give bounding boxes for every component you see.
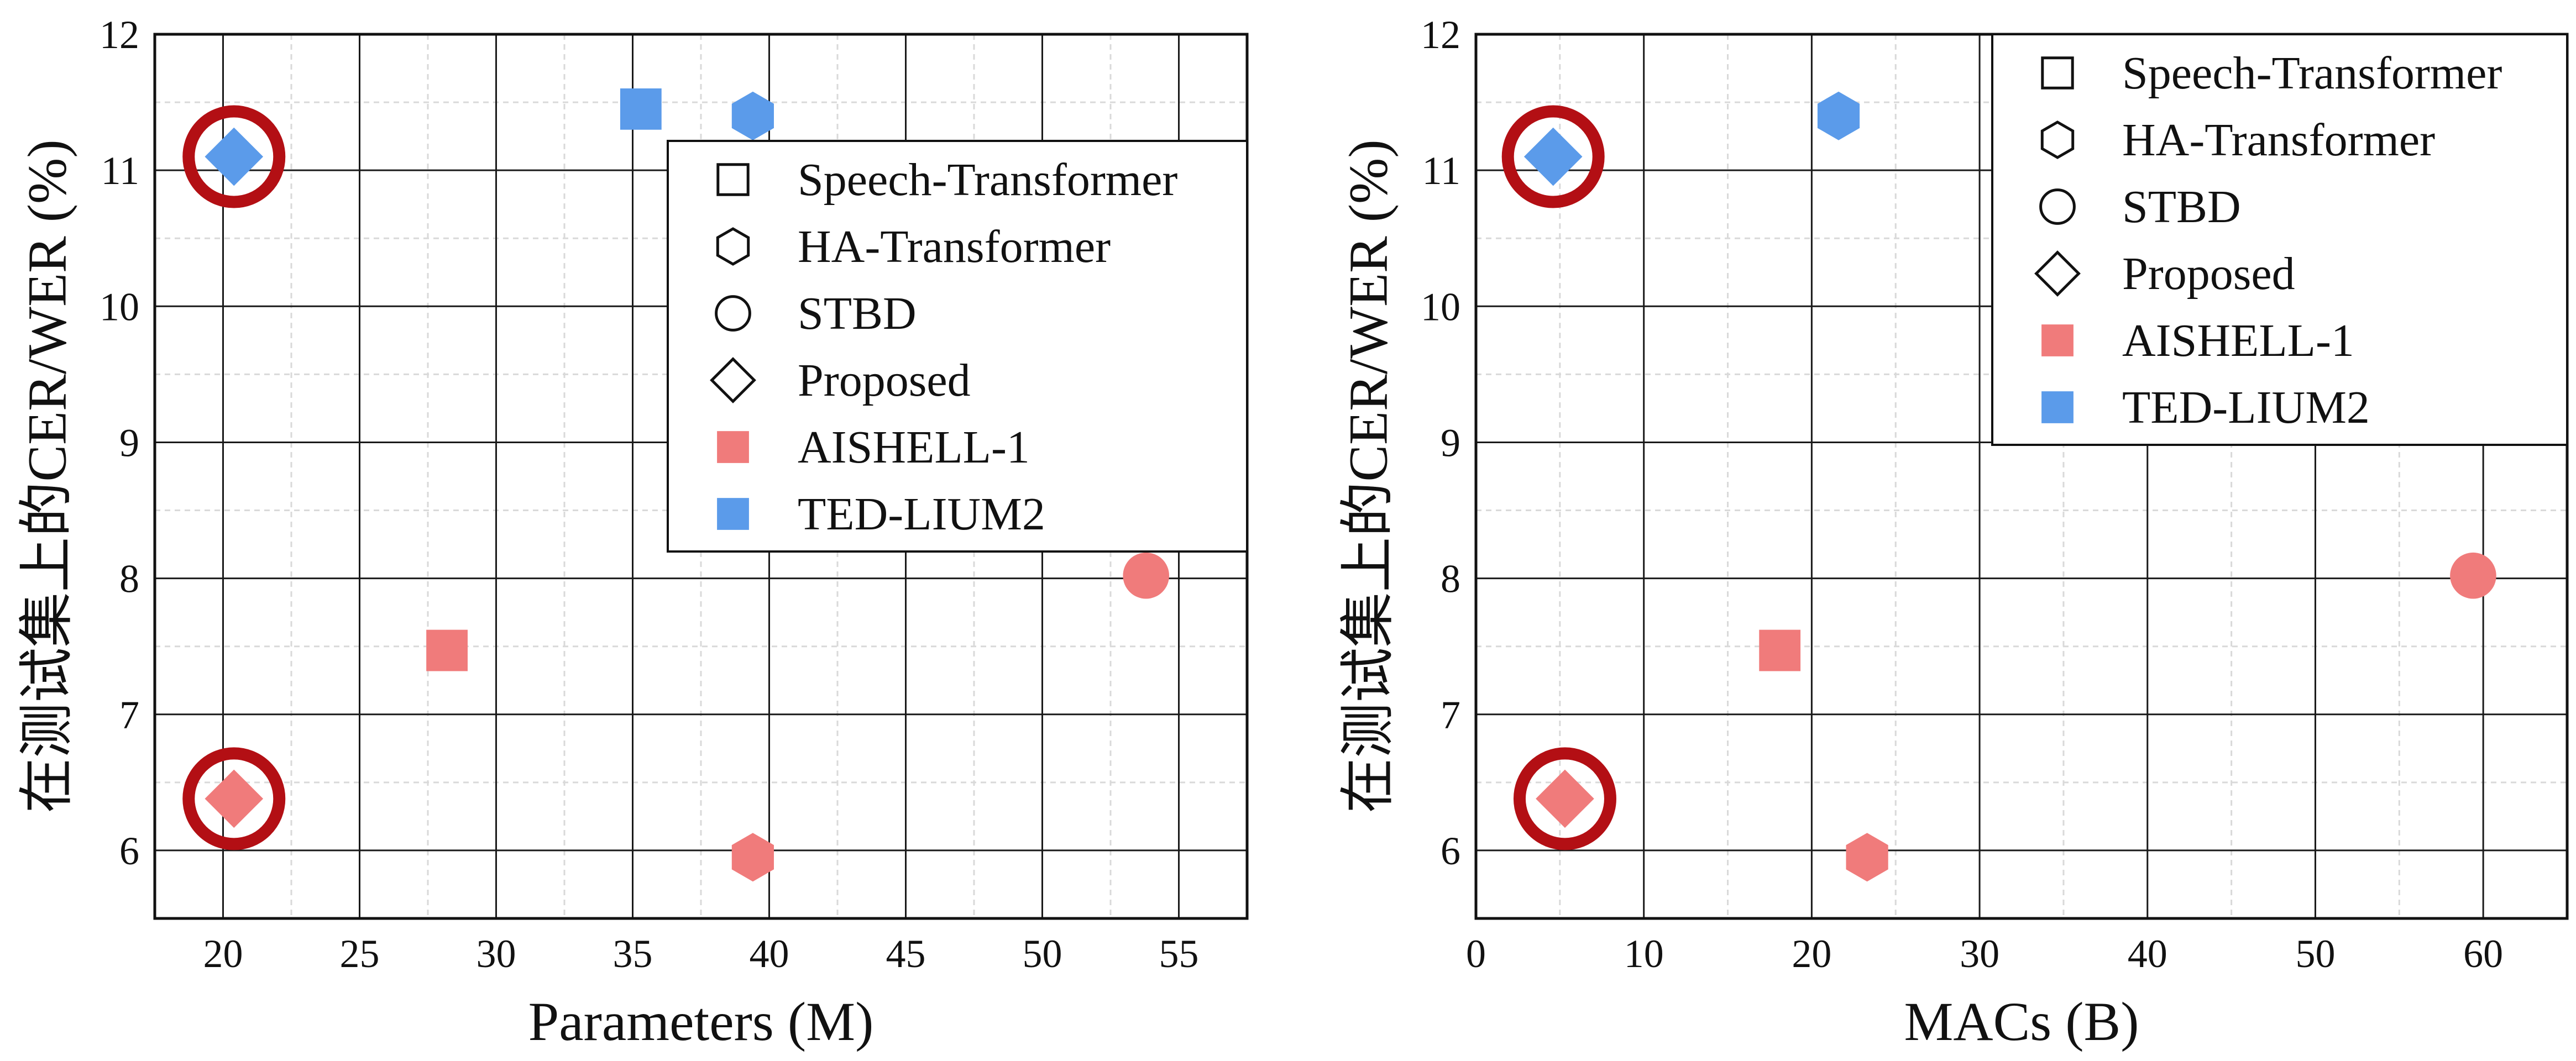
- legend-label: HA-Transformer: [2122, 114, 2435, 166]
- legend-color-swatch-icon: [717, 431, 749, 463]
- legend-box: [667, 140, 1248, 553]
- legend-hexagon-icon: [2040, 120, 2075, 159]
- x-tick-label: 45: [886, 932, 926, 976]
- y-axis-title: 在测试集上的CER/WER (%): [17, 139, 78, 813]
- legend-color-swatch-icon: [2041, 391, 2074, 423]
- x-tick-label: 40: [750, 932, 789, 976]
- legend-color-swatch-icon: [717, 498, 749, 530]
- data-point-hexagon: [731, 833, 774, 882]
- y-tick-label: 12: [100, 13, 139, 57]
- legend-label: HA-Transformer: [798, 221, 1111, 272]
- data-point-hexagon: [731, 91, 774, 140]
- x-axis-title: MACs (B): [1904, 991, 2139, 1052]
- chart-macs: 0 10 20 30 40 50 60 6 7 8 9 10 11 12 MACs (B) 在测试集上的CER…: [1338, 13, 2569, 1052]
- legend-label: TED-LIUM2: [798, 489, 1045, 540]
- highlight-ring: [1513, 747, 1616, 850]
- x-tick-label: 30: [1960, 932, 1999, 976]
- data-point-square: [426, 629, 468, 671]
- y-tick-label: 6: [119, 829, 139, 873]
- legend-label: Proposed: [798, 355, 971, 406]
- y-tick-label: 8: [1441, 557, 1460, 601]
- legend-label: TED-LIUM2: [2122, 382, 2370, 433]
- data-point-circle: [1123, 552, 1170, 599]
- data-points: [1501, 91, 2496, 882]
- data-point-hexagon: [1846, 833, 1888, 882]
- data-point-diamond: [205, 769, 264, 828]
- y-tick-label: 10: [1421, 285, 1460, 329]
- x-tick-label: 40: [2128, 932, 2167, 976]
- x-tick-label: 50: [1023, 932, 1062, 976]
- legend-box: [1991, 33, 2568, 446]
- data-point-diamond: [1536, 769, 1594, 828]
- data-point-square: [1759, 629, 1801, 671]
- legend-diamond-icon: [710, 357, 756, 403]
- x-tick-label: 35: [613, 932, 653, 976]
- legend-label: AISHELL-1: [798, 422, 1030, 473]
- data-point-circle: [2450, 552, 2496, 599]
- x-tick-label: 50: [2295, 932, 2335, 976]
- data-point-diamond: [1523, 127, 1583, 186]
- legend-square-icon: [2041, 56, 2074, 90]
- legend-label: Speech-Transformer: [2122, 48, 2502, 99]
- x-tick-label: 20: [203, 932, 243, 976]
- highlight-ring: [1501, 105, 1605, 208]
- y-axis-title: 在测试集上的CER/WER (%): [1338, 139, 1399, 813]
- legend-color-swatch-icon: [2041, 324, 2074, 356]
- legend: Speech-Transformer HA-Transformer STBD Prop…: [667, 140, 1248, 553]
- legend-label: AISHELL-1: [2122, 315, 2354, 366]
- legend-circle-icon: [2039, 188, 2076, 225]
- data-points: [182, 88, 1170, 882]
- legend-hexagon-icon: [716, 227, 750, 266]
- y-tick-label: 7: [119, 693, 139, 737]
- legend-label: Proposed: [2122, 248, 2295, 300]
- legend: Speech-Transformer HA-Transformer STBD Prop…: [1991, 33, 2568, 446]
- x-axis-title: Parameters (M): [528, 991, 874, 1052]
- y-tick-label: 11: [101, 149, 139, 193]
- legend-label: STBD: [2122, 181, 2241, 233]
- x-tick-label: 25: [340, 932, 380, 976]
- y-tick-label: 11: [1422, 149, 1460, 193]
- x-tick-label: 30: [477, 932, 516, 976]
- highlight-ring: [182, 105, 286, 208]
- legend-square-icon: [716, 163, 750, 196]
- x-tick-label: 0: [1466, 932, 1486, 976]
- y-tick-label: 7: [1441, 693, 1460, 737]
- y-tick-label: 12: [1421, 13, 1460, 57]
- legend-circle-icon: [715, 295, 751, 332]
- data-point-diamond: [205, 127, 264, 186]
- chart-parameters: 20 25 30 35 40 45 50 55 6 7 8 9 10 11 12 Parameters (M)…: [17, 13, 1249, 1052]
- legend-label: STBD: [798, 288, 917, 339]
- y-tick-label: 9: [119, 421, 139, 465]
- x-tick-label: 60: [2463, 932, 2503, 976]
- x-tick-label: 55: [1159, 932, 1199, 976]
- x-tick-label: 10: [1624, 932, 1664, 976]
- legend-label: Speech-Transformer: [798, 154, 1177, 206]
- y-tick-label: 8: [119, 557, 139, 601]
- data-point-square: [620, 88, 662, 130]
- x-tick-label: 20: [1792, 932, 1831, 976]
- legend-diamond-icon: [2034, 250, 2081, 297]
- y-tick-label: 10: [100, 285, 139, 329]
- y-tick-label: 9: [1441, 421, 1460, 465]
- y-tick-label: 6: [1441, 829, 1460, 873]
- data-point-hexagon: [1817, 91, 1860, 140]
- highlight-ring: [182, 747, 286, 850]
